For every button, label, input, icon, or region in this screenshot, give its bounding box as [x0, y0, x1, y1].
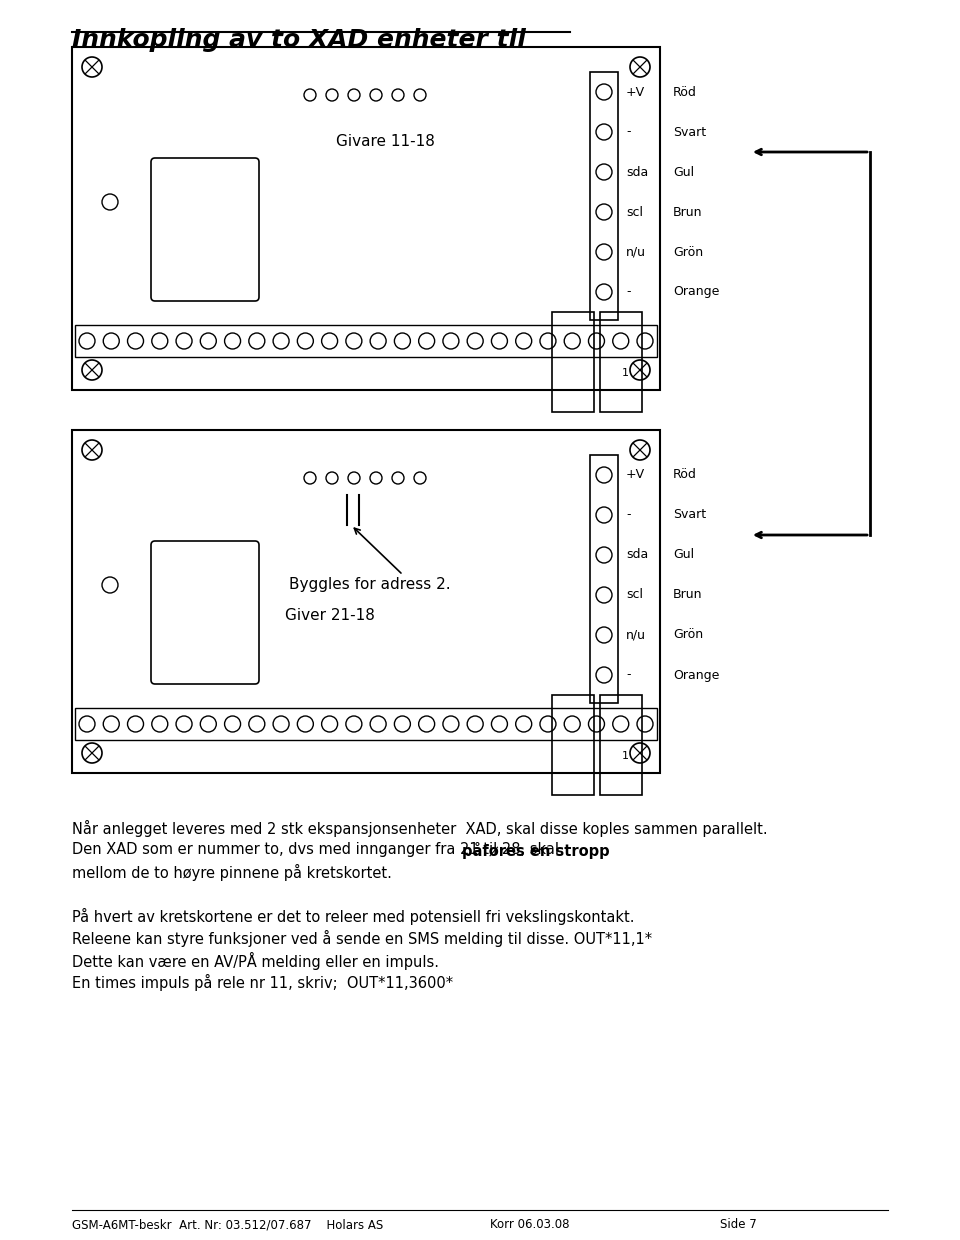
Text: Röd: Röd [673, 86, 697, 98]
Text: Byggles for adress 2.: Byggles for adress 2. [289, 578, 451, 593]
Bar [590, 72, 618, 320]
Text: n/u: n/u [626, 246, 646, 258]
Bar [600, 312, 642, 412]
Text: Gul: Gul [673, 165, 694, 179]
Text: -: - [626, 508, 631, 522]
Text: Brun: Brun [673, 206, 703, 218]
Bar [552, 694, 594, 795]
Text: Innkopling av to XAD enheter til: Innkopling av to XAD enheter til [72, 29, 526, 52]
Text: GSM-A6MT-beskr  Art. Nr: 03.512/07.687    Holars AS: GSM-A6MT-beskr Art. Nr: 03.512/07.687 Ho… [72, 1218, 383, 1231]
Bar [552, 312, 594, 412]
Text: Gul: Gul [673, 548, 694, 562]
Text: Röd: Röd [673, 469, 697, 481]
Text: -: - [626, 285, 631, 299]
Text: påføres en stropp: påføres en stropp [463, 842, 610, 859]
Bar [75, 708, 657, 740]
Text: Korr 06.03.08: Korr 06.03.08 [490, 1218, 569, 1231]
Text: mellom de to høyre pinnene på kretskortet.: mellom de to høyre pinnene på kretskorte… [72, 864, 392, 880]
Text: Grön: Grön [673, 629, 703, 641]
Text: Dette kan være en AV/PÅ melding eller en impuls.: Dette kan være en AV/PÅ melding eller en… [72, 952, 439, 970]
Text: Svart: Svart [673, 508, 707, 522]
Text: Svart: Svart [673, 125, 707, 139]
Text: Releene kan styre funksjoner ved å sende en SMS melding til disse. OUT*11,1*: Releene kan styre funksjoner ved å sende… [72, 930, 652, 947]
Text: Giver 21-18: Giver 21-18 [285, 608, 375, 622]
Text: Side 7: Side 7 [720, 1218, 756, 1231]
Text: Orange: Orange [673, 285, 719, 299]
Text: +V: +V [626, 469, 645, 481]
Text: Givare 11-18: Givare 11-18 [336, 134, 435, 150]
Text: 1: 1 [621, 751, 629, 761]
Text: scl: scl [626, 589, 643, 601]
Bar [72, 430, 660, 773]
Bar [72, 47, 660, 391]
Bar [75, 325, 657, 357]
Text: -: - [626, 125, 631, 139]
Text: Når anlegget leveres med 2 stk ekspansjonsenheter  XAD, skal disse koples sammen: Når anlegget leveres med 2 stk ekspansjo… [72, 820, 768, 837]
Text: Den XAD som er nummer to, dvs med innganger fra 21 til 28, skal: Den XAD som er nummer to, dvs med inngan… [72, 842, 564, 857]
Text: n/u: n/u [626, 629, 646, 641]
Bar [590, 455, 618, 703]
Text: 1: 1 [621, 368, 629, 378]
Text: På hvert av kretskortene er det to releer med potensiell fri vekslingskontakt.: På hvert av kretskortene er det to relee… [72, 908, 635, 925]
Text: +V: +V [626, 86, 645, 98]
Text: Grön: Grön [673, 246, 703, 258]
Text: sda: sda [626, 165, 648, 179]
Bar [600, 694, 642, 795]
Text: Orange: Orange [673, 668, 719, 682]
Text: Brun: Brun [673, 589, 703, 601]
Text: scl: scl [626, 206, 643, 218]
Text: -: - [626, 668, 631, 682]
Text: En times impuls på rele nr 11, skriv;  OUT*11,3600*: En times impuls på rele nr 11, skriv; OU… [72, 973, 453, 991]
Text: sda: sda [626, 548, 648, 562]
